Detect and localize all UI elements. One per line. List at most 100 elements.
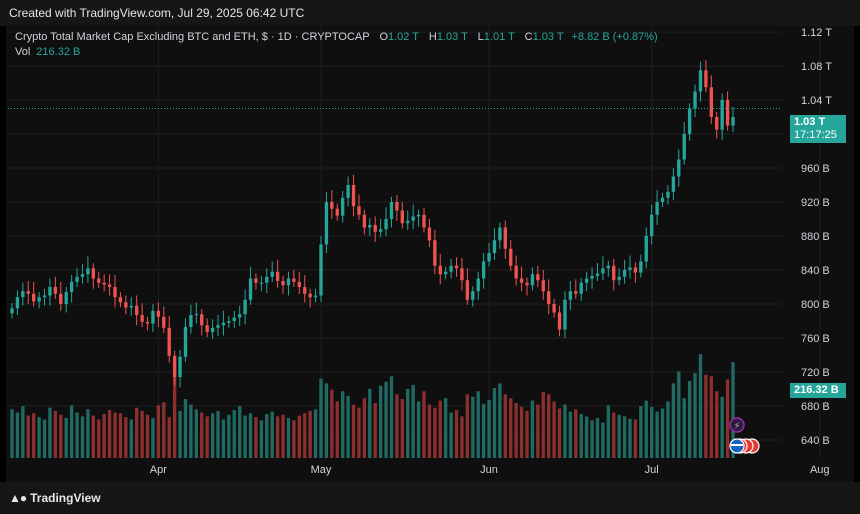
candle-body bbox=[433, 240, 437, 266]
candle-body bbox=[42, 295, 47, 298]
x-tick-label: Jul bbox=[645, 464, 659, 476]
volume-bar bbox=[628, 418, 632, 458]
candle-body bbox=[194, 314, 198, 316]
volume-bar bbox=[75, 412, 79, 458]
candle-body bbox=[10, 308, 14, 314]
volume-bar bbox=[368, 388, 372, 458]
candle-body bbox=[525, 282, 529, 286]
footer-bar bbox=[0, 482, 860, 514]
volume-bar bbox=[644, 400, 648, 458]
candle-body bbox=[536, 274, 540, 281]
volume-bar bbox=[172, 373, 177, 458]
volume-bar bbox=[281, 414, 285, 458]
volume-bar bbox=[557, 408, 562, 458]
tradingview-brand: TradingView bbox=[30, 491, 101, 505]
candle-body bbox=[514, 265, 518, 279]
volume-bar bbox=[194, 409, 198, 458]
volume-bar bbox=[481, 403, 486, 458]
volume-bar bbox=[677, 371, 681, 458]
candle-body bbox=[378, 229, 383, 232]
volume-bar bbox=[216, 410, 220, 458]
candle-body bbox=[135, 305, 139, 316]
close-value: 1.03 T bbox=[532, 31, 564, 43]
candle-body bbox=[97, 278, 101, 283]
candle-body bbox=[612, 265, 616, 281]
candle-body bbox=[481, 261, 486, 279]
candle-body bbox=[444, 271, 448, 275]
candle-body bbox=[303, 287, 307, 294]
volume-bar bbox=[330, 389, 334, 458]
volume-bar bbox=[232, 410, 236, 458]
volume-bar bbox=[313, 409, 318, 458]
candle-body bbox=[243, 299, 247, 315]
candle-body bbox=[205, 325, 209, 333]
volume-bar bbox=[303, 413, 307, 458]
price-chart[interactable]: 640 B 680 B 720 B 760 B 800 B 840 B 880 B 920 B… bbox=[0, 0, 860, 482]
candle-body bbox=[519, 278, 524, 283]
volume-bar bbox=[498, 383, 502, 458]
volume-bar bbox=[547, 394, 551, 458]
volume-legend: Vol 216.32 B bbox=[15, 46, 80, 58]
volume-bar bbox=[64, 417, 68, 458]
volume-bar bbox=[655, 411, 659, 458]
candle-body bbox=[351, 185, 356, 207]
candle-body bbox=[438, 265, 442, 275]
candle-body bbox=[286, 278, 291, 286]
volume-bar bbox=[124, 417, 128, 458]
low-label: L bbox=[477, 31, 484, 43]
candle-body bbox=[357, 206, 361, 215]
candle-body bbox=[400, 210, 404, 224]
volume-bar bbox=[32, 413, 36, 458]
volume-bar bbox=[384, 381, 388, 458]
volume-bar bbox=[460, 416, 464, 458]
volume-bar bbox=[346, 395, 350, 458]
candle-body bbox=[178, 356, 182, 378]
candle-body bbox=[465, 280, 470, 300]
candle-body bbox=[557, 312, 562, 330]
candle-body bbox=[129, 305, 133, 308]
candle-body bbox=[395, 202, 399, 211]
volume-bar bbox=[476, 391, 480, 458]
candle-body bbox=[107, 284, 112, 287]
volume-bar bbox=[666, 401, 670, 458]
candle-body bbox=[384, 219, 388, 230]
candle-body bbox=[492, 240, 497, 253]
volume-bar bbox=[26, 415, 30, 458]
volume-bar bbox=[21, 406, 25, 458]
volume-bar bbox=[91, 415, 95, 458]
candle-body bbox=[574, 291, 578, 294]
candle-body bbox=[725, 100, 730, 126]
high-label: H bbox=[428, 31, 437, 43]
volume-bar bbox=[341, 391, 345, 458]
x-tick-label: Jun bbox=[480, 464, 498, 476]
volume-bar bbox=[210, 413, 215, 458]
tradingview-logo[interactable]: ▲● TradingView bbox=[9, 491, 101, 505]
volume-bar bbox=[693, 373, 697, 458]
volume-bar bbox=[254, 417, 258, 458]
candle-body bbox=[590, 275, 594, 279]
y-tick-label: 680 B bbox=[801, 401, 830, 413]
volume-bar bbox=[454, 410, 459, 458]
volume-bar bbox=[135, 407, 139, 458]
candle-body bbox=[471, 291, 475, 300]
volume-bar bbox=[536, 404, 540, 458]
candle-body bbox=[259, 282, 264, 284]
volume-bar bbox=[86, 409, 90, 458]
candle-body bbox=[530, 274, 535, 286]
candle-body bbox=[633, 267, 638, 273]
candle-body bbox=[449, 265, 453, 272]
x-tick-label: Aug bbox=[810, 464, 830, 476]
candle-body bbox=[238, 314, 242, 318]
candle-body bbox=[189, 315, 193, 327]
candle-body bbox=[715, 117, 719, 130]
open-label: O bbox=[379, 31, 388, 43]
volume-bar bbox=[357, 407, 361, 458]
candle-body bbox=[319, 244, 323, 296]
volume-bar bbox=[243, 415, 247, 458]
volume-bar bbox=[259, 420, 264, 458]
volume-bar bbox=[362, 398, 367, 458]
volume-bar bbox=[265, 414, 269, 458]
candle-body bbox=[151, 310, 155, 324]
candle-body bbox=[330, 202, 334, 209]
volume-bar bbox=[709, 376, 713, 458]
